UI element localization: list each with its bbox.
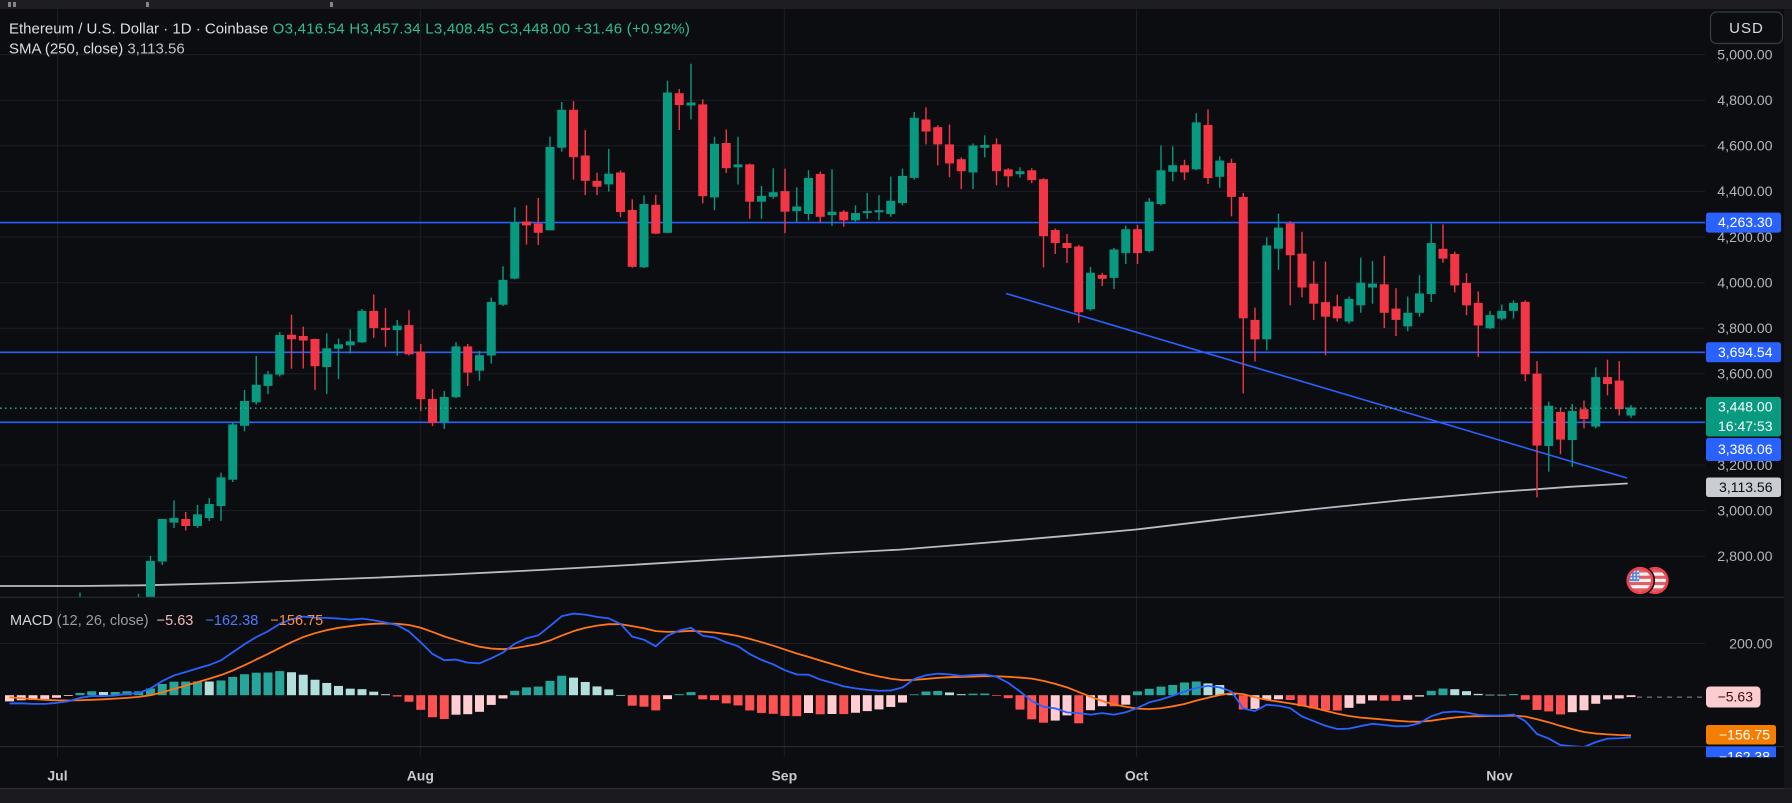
svg-text:4,200.00: 4,200.00: [1717, 230, 1772, 246]
svg-text:Nov: Nov: [1486, 768, 1513, 784]
svg-text:MACD (12, 26, close) −5.63: MACD (12, 26, close) −5.63 −162.38 −156.…: [10, 613, 323, 629]
svg-text:5,000.00: 5,000.00: [1717, 47, 1772, 63]
svg-text:−162.38: −162.38: [1719, 749, 1770, 765]
svg-text:4,000.00: 4,000.00: [1717, 275, 1772, 291]
svg-text:3,200.00: 3,200.00: [1717, 458, 1772, 474]
svg-text:3,386.06: 3,386.06: [1718, 441, 1773, 457]
svg-text:4,263.30: 4,263.30: [1718, 214, 1773, 230]
svg-text:Aug: Aug: [407, 768, 434, 784]
svg-text:Ethereum / U.S. Dollar · 1D ·: Ethereum / U.S. Dollar · 1D · Coinbase O…: [9, 21, 690, 38]
svg-text:Oct: Oct: [1125, 768, 1149, 784]
svg-text:2,800.00: 2,800.00: [1717, 549, 1772, 565]
svg-text:USD: USD: [1729, 20, 1764, 37]
svg-text:SMA (250, close) 3,113.56: SMA (250, close) 3,113.56: [9, 41, 185, 58]
svg-text:200.00: 200.00: [1729, 636, 1773, 652]
svg-text:−5.63: −5.63: [1718, 689, 1754, 705]
svg-text:3,600.00: 3,600.00: [1717, 367, 1772, 383]
svg-text:Sep: Sep: [771, 768, 797, 784]
svg-text:3,113.56: 3,113.56: [1719, 479, 1773, 495]
svg-text:3,694.54: 3,694.54: [1718, 344, 1773, 360]
svg-text:3,800.00: 3,800.00: [1717, 321, 1772, 337]
svg-text:4,800.00: 4,800.00: [1717, 93, 1772, 109]
svg-text:Jul: Jul: [47, 768, 67, 784]
svg-text:4,600.00: 4,600.00: [1717, 139, 1772, 155]
svg-text:3,000.00: 3,000.00: [1717, 503, 1772, 519]
svg-text:3,448.00: 3,448.00: [1718, 399, 1773, 415]
svg-text:−156.75: −156.75: [1719, 726, 1770, 742]
svg-text:16:47:53: 16:47:53: [1718, 418, 1773, 434]
svg-text:4,400.00: 4,400.00: [1717, 184, 1772, 200]
